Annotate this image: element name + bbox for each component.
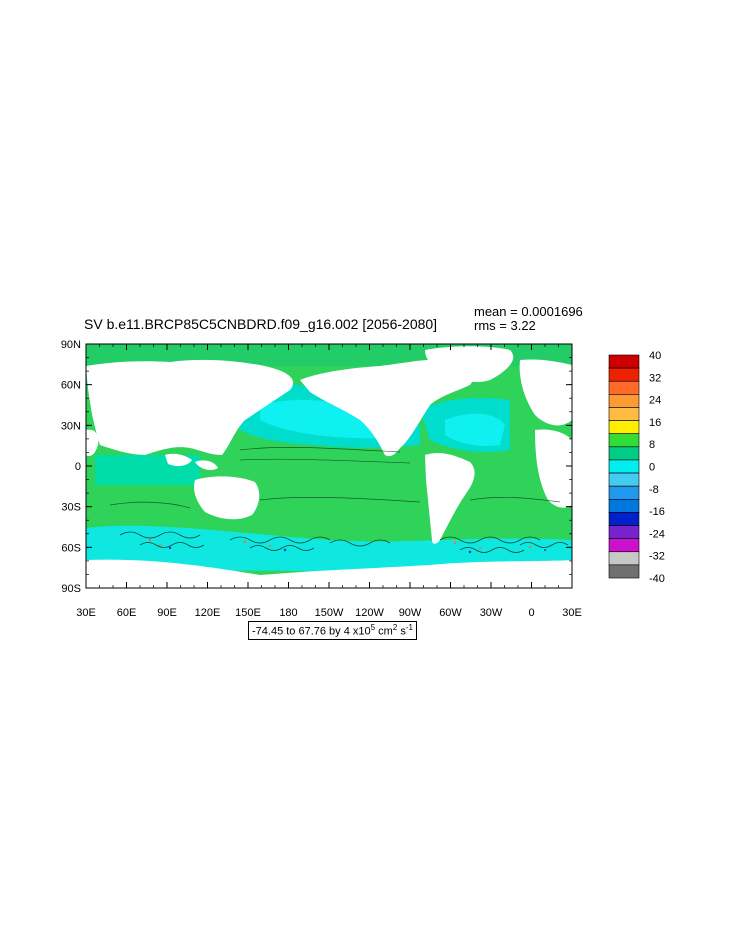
africa-west-edge	[86, 429, 99, 457]
lon-label: 120W	[355, 607, 384, 619]
north-atlantic-cyan	[445, 413, 505, 446]
colorbar-label: 24	[649, 395, 661, 407]
colorbar-label: 0	[649, 462, 655, 474]
lat-label: 60N	[61, 380, 81, 392]
colorbar-label: 8	[649, 439, 655, 451]
lon-label: 90W	[399, 607, 422, 619]
europe-land	[519, 359, 572, 426]
lon-label: 0	[528, 607, 534, 619]
colorbar-swatch	[608, 512, 640, 526]
indonesia-land	[165, 453, 192, 467]
colorbar-swatch	[608, 394, 640, 408]
colorbar-label: -32	[649, 551, 665, 563]
colorbar-swatch	[608, 472, 640, 487]
colorbar-swatch	[608, 459, 640, 474]
colorbar-swatch	[608, 551, 640, 566]
colorbar-swatch	[608, 433, 640, 448]
unit-exp-1: 2	[392, 623, 398, 632]
lat-label: 90N	[61, 339, 81, 351]
lon-label: 90E	[157, 607, 177, 619]
lat-label: 90S	[61, 583, 81, 595]
colorbar-swatch	[608, 498, 640, 513]
greenland-land	[425, 346, 514, 383]
colorbar-label: 40	[649, 350, 661, 362]
colorbar-swatch	[608, 525, 640, 539]
eurasia-land	[86, 359, 294, 455]
lat-label: 60S	[61, 542, 81, 554]
antarctica-land	[86, 559, 572, 588]
colorbar-swatch	[608, 354, 640, 369]
southern-ocean-contours	[119, 531, 569, 553]
colorbar-label: -40	[649, 573, 665, 585]
lat-label: 0	[75, 461, 81, 473]
lon-label: 30E	[76, 607, 96, 619]
lon-label: 30E	[562, 607, 582, 619]
unit-s: s	[397, 625, 406, 638]
lon-label: 60E	[117, 607, 137, 619]
unit-exp-2: -1	[405, 623, 413, 632]
colorbar: 40 32 24 16 8 0 -8 -16 -24 -32 -40	[608, 350, 665, 585]
rms-label: rms = 3.22	[474, 318, 536, 333]
range-prefix: -74.45 to 67.76 by 4 x10	[252, 625, 371, 638]
negative-speckles	[168, 546, 546, 554]
lon-label: 60W	[439, 607, 462, 619]
north-america-land	[300, 359, 474, 457]
range-exponent: 5	[370, 623, 376, 632]
mean-label: mean = 0.0001696	[474, 304, 583, 319]
lat-label: 30S	[61, 502, 81, 514]
axis-ticks	[85, 343, 573, 589]
lon-label: 150W	[315, 607, 344, 619]
colorbar-swatch	[608, 446, 640, 461]
colorbar-swatch	[608, 407, 640, 421]
range-unit: cm	[375, 625, 393, 638]
southern-ocean-band	[86, 525, 572, 573]
lon-label: 120E	[195, 607, 221, 619]
colorbar-swatch	[608, 564, 640, 579]
axis-labels: 90N 60N 30N 0 30S 60S 90S 30E 60E 90E 120E 150E 180 1…	[61, 339, 582, 619]
lon-label: 150E	[235, 607, 261, 619]
stats-block: mean = 0.0001696 rms = 3.22	[474, 305, 583, 333]
anomaly-speckles	[148, 538, 532, 549]
range-box: -74.45 to 67.76 by 4 x105 cm2 s-1	[248, 621, 417, 640]
africa-land	[535, 429, 572, 508]
new-guinea-land	[195, 460, 218, 470]
lat-label: 30N	[61, 420, 81, 432]
plot-title: SV b.e11.BRCP85C5CNBDRD.f09_g16.002 [205…	[84, 316, 438, 332]
colorbar-label: 16	[649, 417, 661, 429]
colorbar-label: -8	[649, 484, 659, 496]
australia-land	[194, 476, 260, 520]
colorbar-label: 32	[649, 372, 661, 384]
south-america-land	[425, 452, 475, 544]
lon-label: 180	[279, 607, 297, 619]
colorbar-label: -16	[649, 506, 665, 518]
colorbar-swatch	[608, 538, 640, 553]
map-area	[86, 344, 572, 588]
colorbar-swatch	[608, 367, 640, 382]
colorbar-label: -24	[649, 528, 665, 540]
colorbar-swatch	[608, 380, 640, 395]
lon-label: 30W	[480, 607, 503, 619]
tropical-contours	[109, 447, 561, 509]
colorbar-swatch	[608, 420, 640, 435]
colorbar-swatch	[608, 485, 640, 500]
